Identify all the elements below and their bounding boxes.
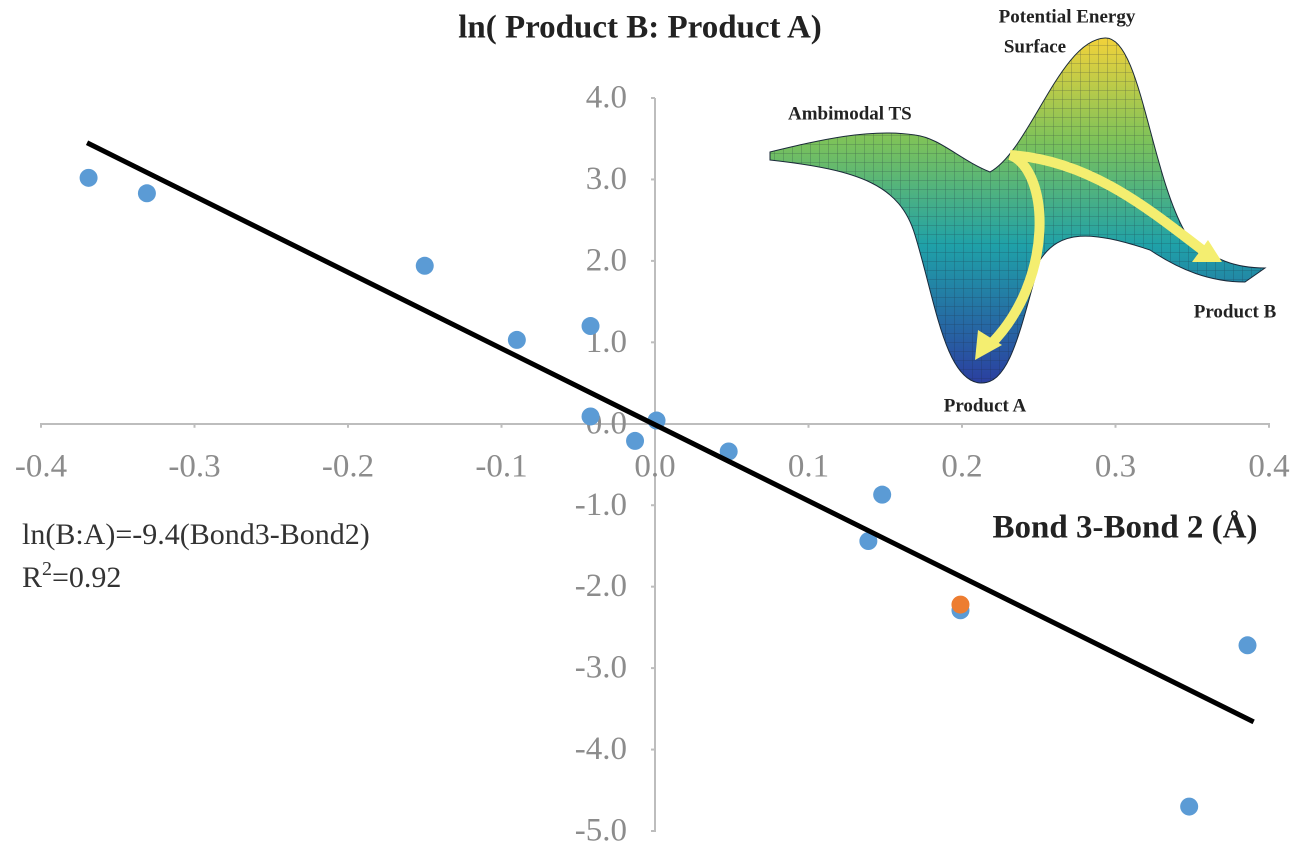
x-tick-label: -0.3 [168,448,220,484]
arrowhead-b [1192,240,1222,262]
data-point [137,184,156,203]
y-tick-label: 4.0 [586,80,627,116]
inset-surface [769,37,1267,384]
y-tick-label: 3.0 [586,161,627,197]
x-tick-label: 0.1 [788,448,829,484]
y-tick-label: -1.0 [575,487,627,523]
surface-title: Surface [1004,36,1066,57]
data-point [873,485,892,504]
x-tick-label: -0.2 [322,448,374,484]
x-tick-label: 0.4 [1248,448,1289,484]
surface-title: Potential Energy [999,6,1136,27]
chart-title: ln( Product B: Product A) [458,10,822,46]
x-tick-label: 0.3 [1095,448,1136,484]
arrow-b [1009,150,1209,256]
x-tick-label: -0.1 [475,448,527,484]
r-squared-rest: =0.92 [52,561,121,594]
equation: ln(B:A)=-9.4(Bond3-Bond2) [22,518,370,551]
y-tick-label: 2.0 [586,242,627,278]
y-tick-label: -3.0 [575,650,627,686]
r-squared-sup: 2 [42,558,52,580]
data-point [1180,797,1199,816]
x-tick-label: -0.4 [15,448,67,484]
ts-label: Ambimodal TS [788,103,912,124]
data-point [581,407,600,426]
y-tick-label: -5.0 [575,813,627,848]
r-squared: R2=0.92 [22,558,121,594]
data-point [1238,636,1257,655]
x-tick-label: 0.2 [941,448,982,484]
data-point [581,317,600,336]
product-a-label: Product A [944,395,1027,416]
r-squared-base: R [22,561,42,594]
data-point [415,256,434,275]
arrow-a [986,150,1045,349]
data-point [859,532,878,551]
data-point [79,168,98,187]
product-b-label: Product B [1194,301,1277,322]
surface-mesh [769,37,1267,384]
data-point [626,431,645,450]
trend-line [85,140,1255,725]
x-axis-title: Bond 3-Bond 2 (Å) [993,510,1258,546]
x-tick-label: 0.0 [634,448,675,484]
data-point [507,330,526,349]
y-tick-label: -4.0 [575,731,627,767]
data-point [719,442,738,461]
y-tick-label: -2.0 [575,568,627,604]
data-point [951,595,970,614]
arrowhead-a [975,330,1002,360]
